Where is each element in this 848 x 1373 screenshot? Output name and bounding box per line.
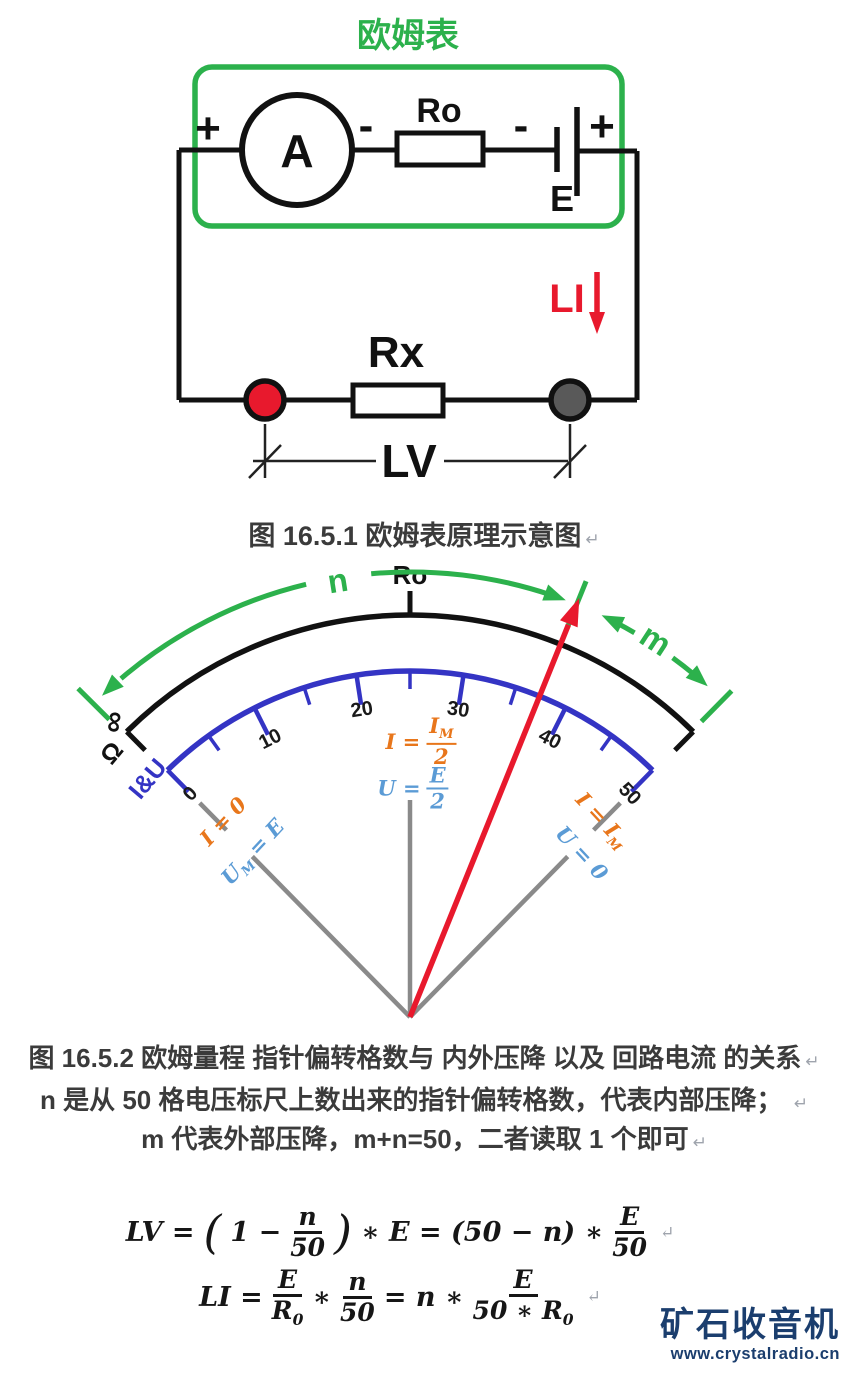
plus-sign-battery: + [589, 102, 615, 151]
gauge-center-current-label: I = IM 2 [386, 714, 457, 768]
ohmmeter-title: 欧姆表 [357, 17, 459, 55]
watermark-url: www.crystalradio.cn [670, 1345, 840, 1364]
green-arrowheads [102, 584, 708, 696]
return-mark-icon: ↵ [793, 1094, 808, 1113]
formula-li: LI = E R0 ∗ n 50 = n ∗ E 50 ∗ R0 ↵ [199, 1265, 601, 1329]
blue-scale-major-ticks [165, 674, 655, 794]
figure2-caption-line3: m 代表外部压降，m+n=50，二者读取 1 个即可 ↵ [141, 1124, 707, 1154]
gauge-left-line [250, 854, 412, 1019]
resistor-rx [350, 382, 446, 419]
m-span-label: m [633, 616, 678, 663]
blue-scale-minor-ticks [207, 671, 613, 752]
lv-dimension [248, 424, 587, 479]
big-paren-close: ) [334, 1205, 352, 1260]
needle-arrow-head [560, 597, 580, 628]
resistor-r0-label: Ro [416, 92, 461, 130]
black-ohm-arc [124, 612, 696, 734]
black-arc-end-ticks [125, 591, 695, 752]
iu-scale-label: I&U [123, 754, 172, 805]
return-mark-icon: ↵ [585, 530, 600, 549]
return-mark-icon: ↵ [692, 1133, 707, 1152]
needle [407, 623, 571, 1019]
loop-current-label: LI [549, 277, 585, 321]
m-arrow-right [685, 665, 708, 687]
scale-label-20: 20 [349, 697, 374, 722]
gauge-r0-label: Ro [393, 560, 428, 590]
return-mark-icon: ↵ [586, 1287, 601, 1308]
figure2-caption-line2: n 是从 50 格电压标尺上数出来的指针偏转格数，代表内部压降； ↵ [40, 1085, 808, 1115]
formula-lv: LV = ( 1 − n 50 ) ∗ E = (50 − n) ∗ E 50 ↵ [125, 1202, 675, 1262]
lv-label: LV [381, 435, 437, 487]
minus-sign-left: - [359, 101, 374, 150]
gauge-gray-lines [198, 800, 622, 1019]
scale-label-40: 40 [535, 724, 565, 754]
gauge-right-line [408, 854, 570, 1019]
scale-label-10: 10 [255, 724, 285, 754]
figure2-caption-line1: 图 16.5.2 欧姆量程 指针偏转格数与 内外压降 以及 回路电流 的关系 ↵ [28, 1043, 820, 1073]
m-arrow-left [601, 615, 626, 633]
n-arrow-right [542, 584, 566, 601]
plus-sign-left: + [195, 104, 221, 153]
ammeter-circle [239, 92, 355, 208]
site-watermark: 矿石收音机 www.crystalradio.cn [660, 1306, 840, 1364]
m-arc-right-segment [671, 655, 696, 677]
return-mark-icon: ↵ [660, 1222, 675, 1243]
n-end-tick [76, 686, 112, 722]
loop-current-arrow-head [589, 312, 605, 334]
battery-label: E [550, 178, 574, 219]
red-terminal [243, 378, 287, 422]
resistor-rx-label: Rx [368, 328, 425, 377]
figure1-caption-text: 图 16.5.1 欧姆表原理示意图 [248, 521, 582, 551]
big-paren-open: ( [203, 1205, 222, 1260]
watermark-name: 矿石收音机 [660, 1306, 840, 1344]
scale-label-0: 0 [179, 782, 203, 805]
n-arrow-left [102, 674, 124, 696]
m-end-tick [699, 689, 734, 724]
gauge-left-stub [198, 801, 229, 832]
ammeter-label: A [280, 125, 313, 177]
ohmmeter-box [192, 64, 625, 229]
n-span-label: n [325, 561, 351, 601]
minus-sign-battery: - [514, 101, 529, 150]
scale-label-30: 30 [445, 697, 470, 722]
black-terminal [548, 378, 592, 422]
n-arc-left-segment [119, 581, 307, 681]
ohm-symbol-label: Ω [95, 736, 129, 769]
resistor-r0 [394, 130, 486, 168]
return-mark-icon: ↵ [805, 1052, 820, 1071]
n-arc-right-segment [370, 569, 552, 598]
battery [554, 107, 580, 196]
dimension-slash-right [553, 444, 587, 479]
gauge-right-stub [591, 801, 622, 832]
figure1-caption: 图 16.5.1 欧姆表原理示意图 ↵ [0, 514, 848, 553]
